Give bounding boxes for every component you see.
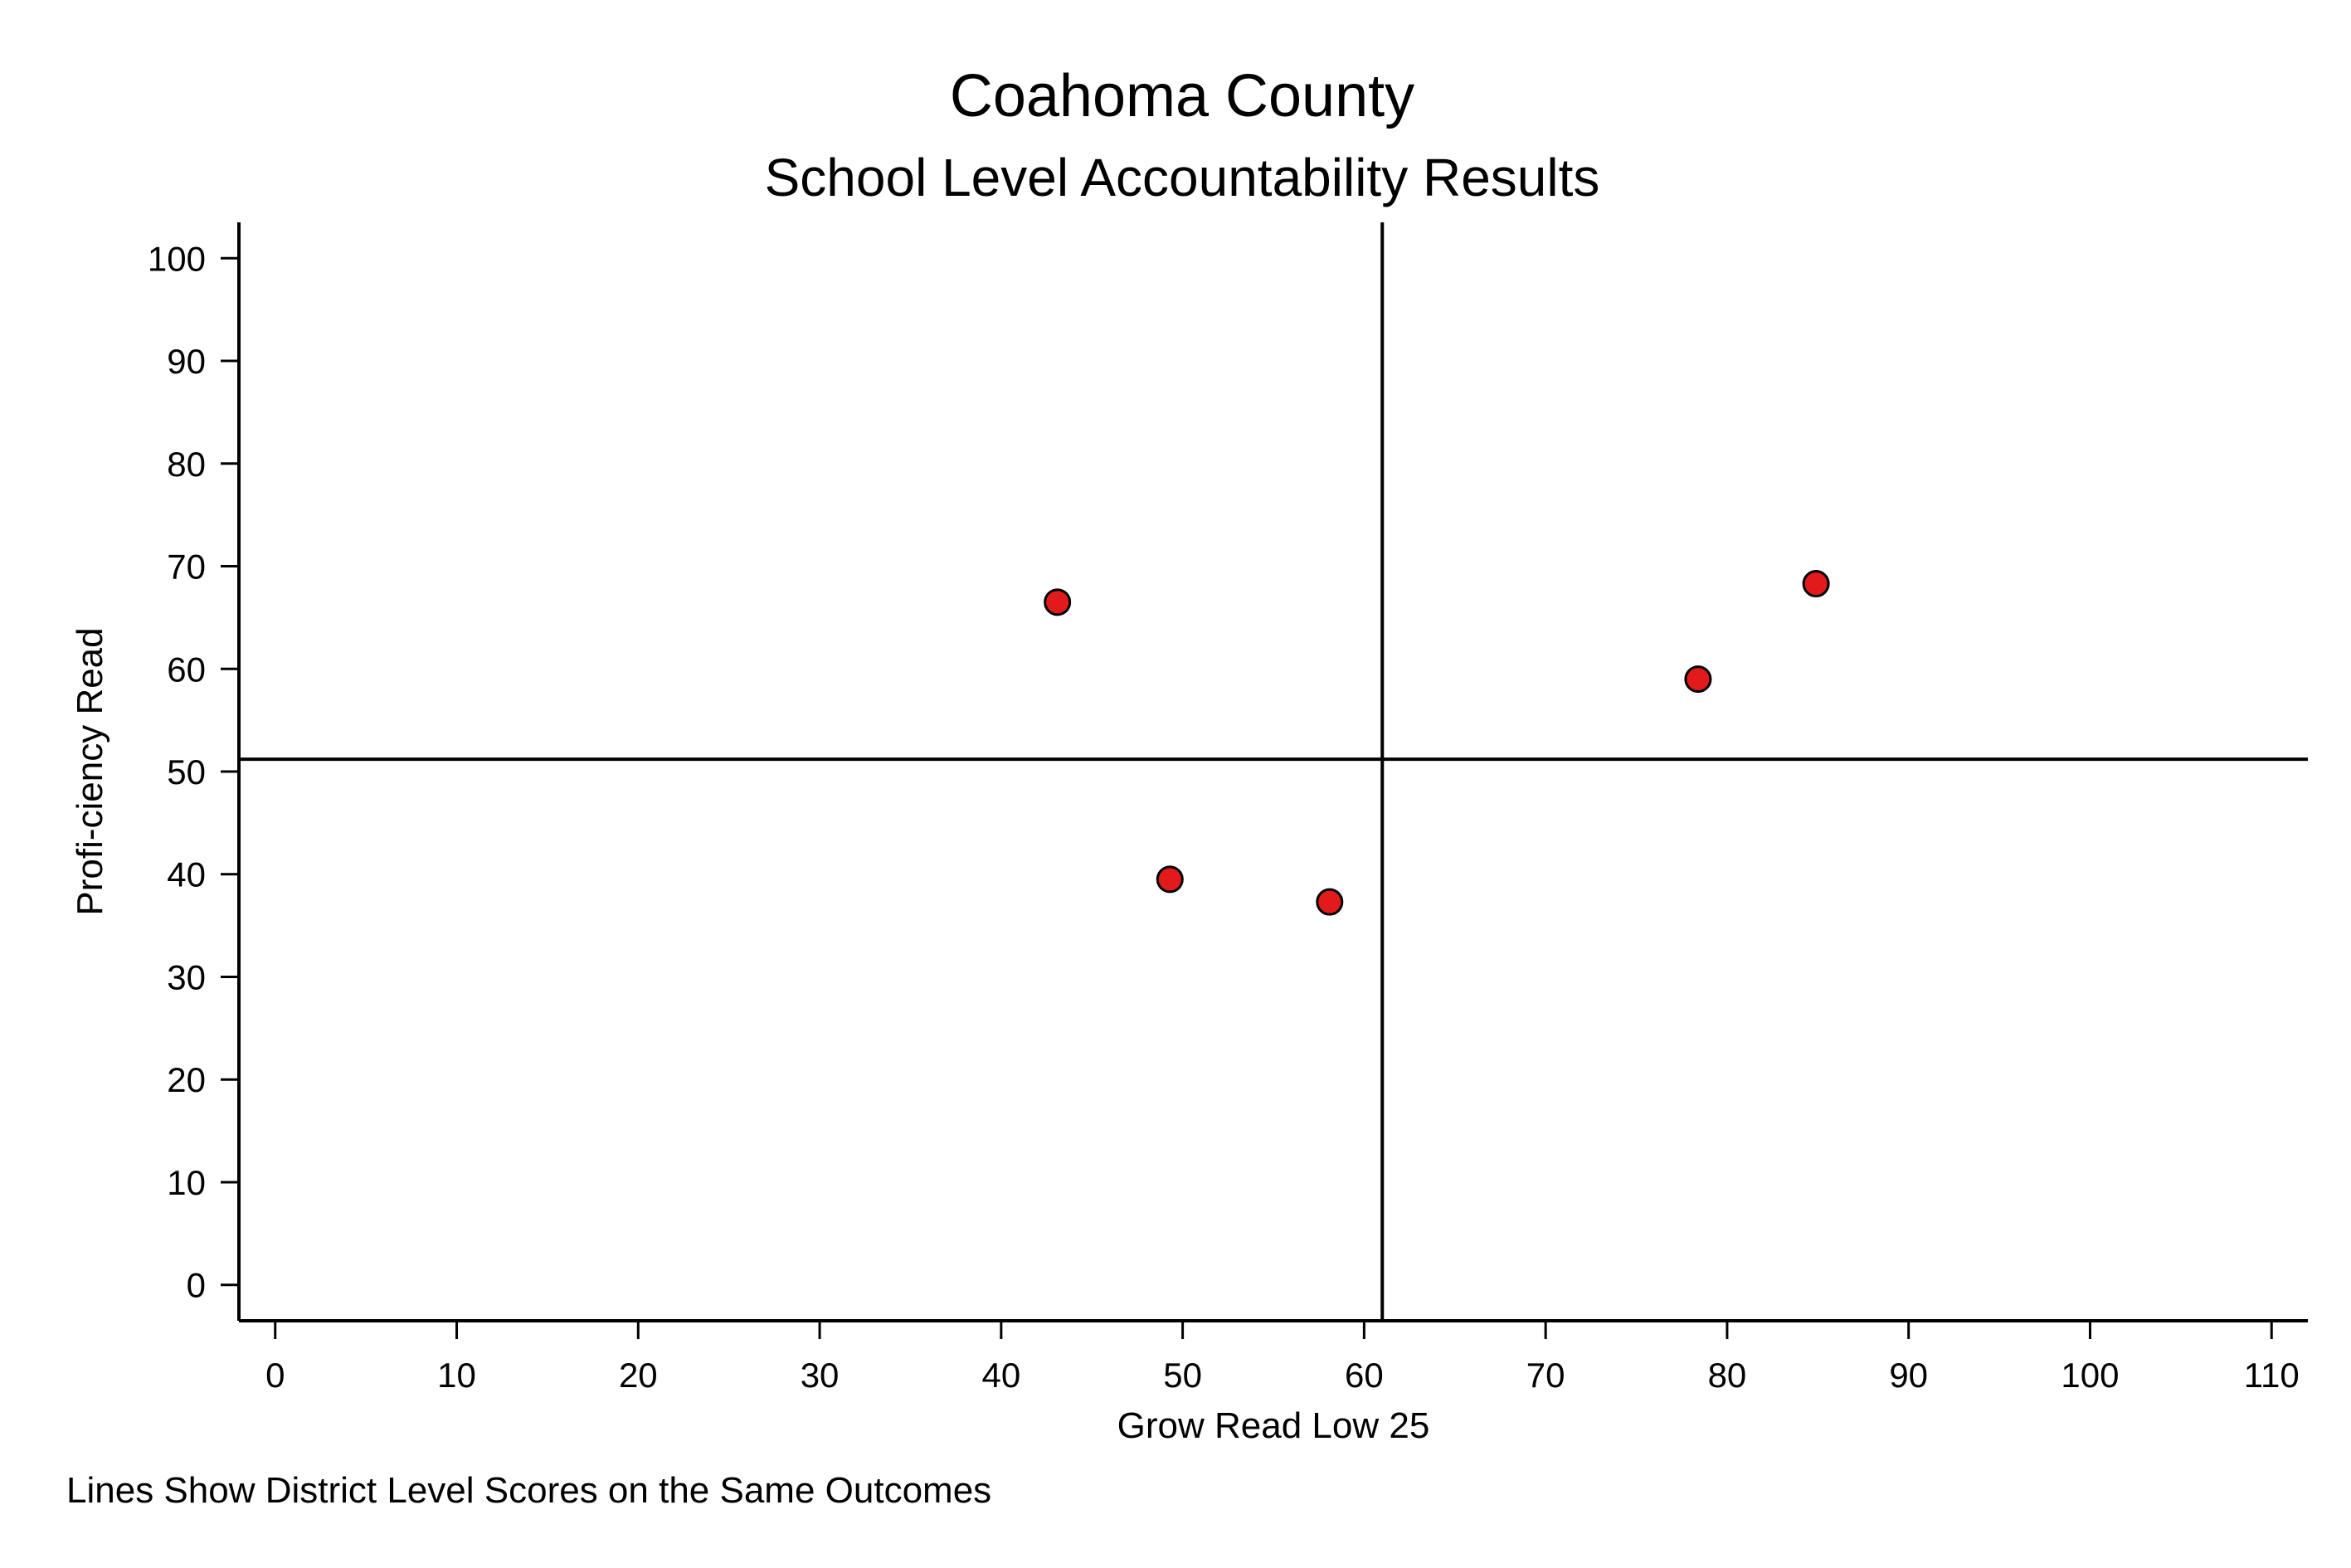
x-tick-label: 20 bbox=[619, 1356, 658, 1395]
y-tick-label: 30 bbox=[167, 957, 206, 996]
y-tick-label: 40 bbox=[167, 855, 206, 894]
x-tick-label: 90 bbox=[1889, 1356, 1928, 1395]
x-tick-label: 60 bbox=[1345, 1356, 1384, 1395]
x-tick-label: 40 bbox=[981, 1356, 1020, 1395]
x-tick-label: 110 bbox=[2244, 1356, 2300, 1395]
y-tick-label: 90 bbox=[167, 342, 206, 381]
y-tick-label: 20 bbox=[167, 1060, 206, 1099]
school-data-point bbox=[1156, 865, 1184, 894]
y-tick-label: 60 bbox=[167, 650, 206, 689]
school-data-point bbox=[1802, 570, 1830, 598]
x-axis-title: Grow Read Low 25 bbox=[1117, 1405, 1430, 1446]
x-tick-label: 0 bbox=[265, 1356, 285, 1395]
y-tick-label: 10 bbox=[167, 1163, 206, 1202]
y-tick-label: 80 bbox=[167, 445, 206, 484]
plot-area: 0 10 20 30 40 50 60 70 80 90 100 0 10 20 30 40 50 60 70 80 9… bbox=[148, 222, 2308, 1395]
y-tick-label: 50 bbox=[167, 752, 206, 791]
y-axis-title: Profi-ciency Read bbox=[70, 627, 110, 915]
y-tick-label: 0 bbox=[187, 1266, 206, 1305]
chart-note: Lines Show District Level Scores on the … bbox=[66, 1470, 991, 1511]
chart-subtitle: School Level Accountability Results bbox=[765, 148, 1600, 207]
y-tick-label: 100 bbox=[148, 239, 206, 278]
y-tick-label: 70 bbox=[167, 548, 206, 587]
x-tick-label: 80 bbox=[1708, 1356, 1747, 1395]
x-tick-label: 10 bbox=[437, 1356, 476, 1395]
school-data-point bbox=[1316, 888, 1344, 916]
x-tick-label: 70 bbox=[1526, 1356, 1565, 1395]
school-data-point bbox=[1044, 588, 1072, 616]
chart-title: Coahoma County bbox=[950, 63, 1414, 129]
x-tick-label: 50 bbox=[1163, 1356, 1202, 1395]
x-tick-label: 30 bbox=[801, 1356, 840, 1395]
school-data-point bbox=[1684, 665, 1712, 694]
x-tick-label: 100 bbox=[2061, 1356, 2119, 1395]
